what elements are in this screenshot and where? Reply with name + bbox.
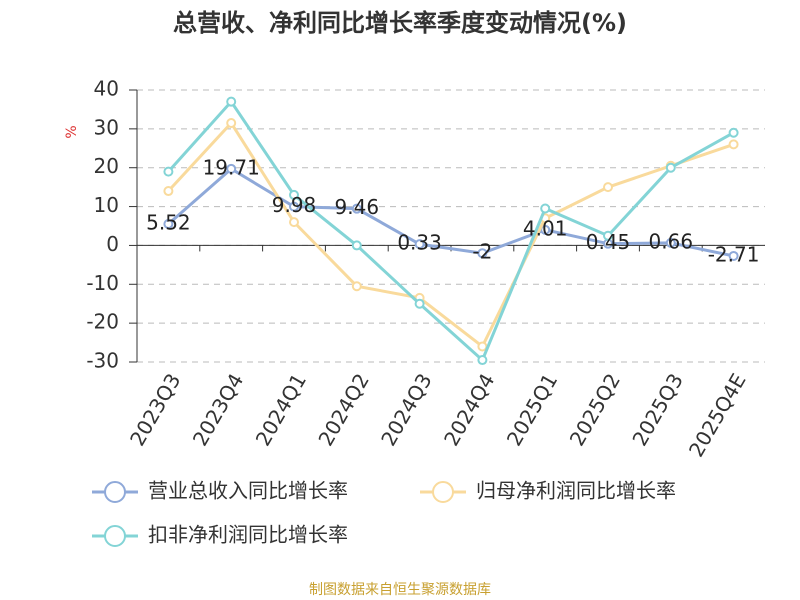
point xyxy=(540,203,551,214)
y-tick-label: -10 xyxy=(86,271,119,295)
chart-title: 总营收、净利同比增长率季度变动情况(%) xyxy=(173,9,627,37)
point xyxy=(351,203,362,214)
point xyxy=(289,189,299,200)
data-label: 5.52 xyxy=(146,210,191,234)
y-tick-label: 10 xyxy=(94,193,119,217)
legend-marker xyxy=(104,481,126,503)
point xyxy=(226,96,237,107)
point xyxy=(665,162,676,173)
data-label: -2 xyxy=(472,240,492,264)
data-label: 9.46 xyxy=(335,195,380,219)
x-tick-label: 2024Q1 xyxy=(251,369,311,450)
point xyxy=(728,139,739,150)
x-tick-label: 2024Q3 xyxy=(376,369,436,450)
source-note: 制图数据来自恒生聚源数据库 xyxy=(309,582,491,598)
point xyxy=(665,237,676,248)
point xyxy=(603,182,613,193)
point xyxy=(289,217,299,228)
legend-label: 扣非净利润同比增长率 xyxy=(148,523,348,547)
x-tick-label: 2025Q2 xyxy=(565,369,625,450)
x-tick-label: 2025Q4E xyxy=(684,369,751,461)
point xyxy=(728,250,739,261)
data-label: 9.98 xyxy=(272,193,317,217)
x-tick-label: 2024Q4 xyxy=(439,369,499,450)
y-axis-label: % xyxy=(64,125,80,138)
point xyxy=(351,281,362,292)
point xyxy=(728,127,739,138)
data-label: 0.66 xyxy=(649,229,694,253)
y-tick-label: 40 xyxy=(94,77,119,101)
point xyxy=(477,248,488,259)
x-tick-label: 2023Q3 xyxy=(125,369,185,450)
point xyxy=(163,186,174,197)
x-tick-label: 2025Q1 xyxy=(502,369,562,450)
point xyxy=(477,355,488,366)
legend-label: 归母净利润同比增长率 xyxy=(476,479,676,503)
x-tick-label: 2024Q2 xyxy=(313,369,373,450)
point xyxy=(351,240,362,251)
legend-marker xyxy=(104,525,126,547)
y-tick-label: 20 xyxy=(94,154,119,178)
point xyxy=(414,239,425,250)
y-tick-label: -20 xyxy=(86,310,119,334)
point xyxy=(414,298,425,309)
y-tick-label: 30 xyxy=(94,115,119,139)
point xyxy=(540,224,551,235)
x-tick-label: 2023Q4 xyxy=(188,369,248,450)
point xyxy=(289,201,299,212)
point xyxy=(477,341,488,352)
series-line xyxy=(167,166,734,258)
legend-marker xyxy=(432,481,454,503)
y-tick-label: -30 xyxy=(86,349,119,373)
x-tick-label: 2025Q3 xyxy=(627,369,687,450)
point xyxy=(603,230,613,241)
point xyxy=(226,163,237,174)
data-label: 4.01 xyxy=(523,216,568,240)
y-tick-label: 0 xyxy=(106,232,119,256)
series-line xyxy=(167,120,735,349)
data-label: 0.45 xyxy=(586,230,631,254)
data-label: 19.71 xyxy=(203,155,260,179)
point xyxy=(226,118,237,129)
point xyxy=(163,218,174,229)
point xyxy=(163,166,174,177)
data-label: 0.33 xyxy=(397,231,442,255)
series-line xyxy=(167,99,735,363)
data-label: -2.71 xyxy=(708,242,760,266)
legend-label: 营业总收入同比增长率 xyxy=(148,479,348,503)
